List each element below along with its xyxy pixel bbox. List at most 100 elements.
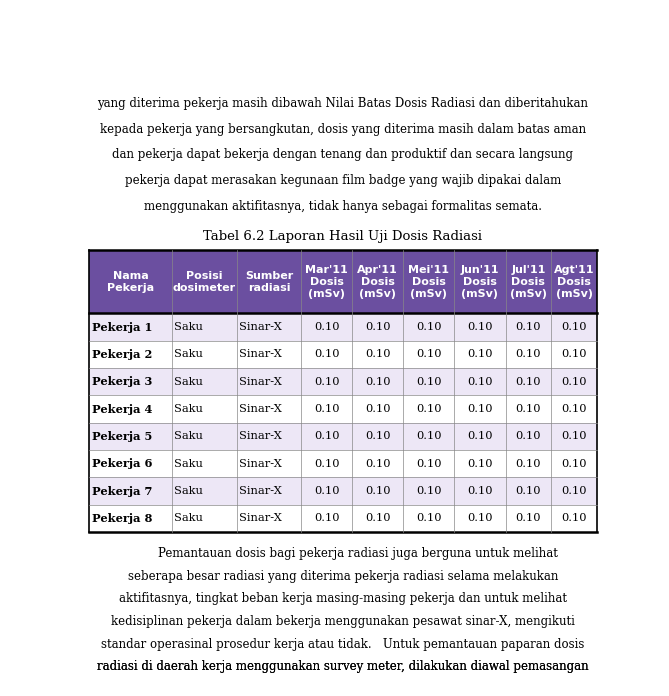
Bar [89, 250, 597, 313]
Text: 0.10: 0.10 [416, 377, 442, 387]
Text: 0.10: 0.10 [516, 349, 541, 359]
Text: 0.10: 0.10 [365, 377, 391, 387]
Text: Posisi
dosimeter: Posisi dosimeter [173, 271, 236, 293]
Text: Pekerja 7: Pekerja 7 [92, 486, 153, 496]
Text: 0.10: 0.10 [314, 404, 339, 414]
Text: Sinar-X: Sinar-X [239, 432, 282, 441]
Text: 0.10: 0.10 [365, 349, 391, 359]
Text: 0.10: 0.10 [416, 432, 442, 441]
Text: 0.10: 0.10 [467, 349, 493, 359]
Text: Sinar-X: Sinar-X [239, 377, 282, 387]
Text: 0.10: 0.10 [467, 486, 493, 496]
Text: 0.10: 0.10 [314, 377, 339, 387]
Text: yang diterima pekerja masih dibawah Nilai Batas Dosis Radiasi dan diberitahukan: yang diterima pekerja masih dibawah Nila… [98, 97, 588, 110]
Text: Sinar-X: Sinar-X [239, 322, 282, 332]
Bar [89, 422, 597, 450]
Text: 0.10: 0.10 [314, 459, 339, 468]
Text: Saku: Saku [174, 432, 203, 441]
Text: Tabel 6.2 Laporan Hasil Uji Dosis Radiasi: Tabel 6.2 Laporan Hasil Uji Dosis Radias… [203, 230, 482, 243]
Text: Pemantauan dosis bagi pekerja radiasi juga berguna untuk melihat: Pemantauan dosis bagi pekerja radiasi ju… [128, 547, 558, 560]
Text: 0.10: 0.10 [516, 459, 541, 468]
Text: 0.10: 0.10 [365, 432, 391, 441]
Text: Jul'11
Dosis
(mSv): Jul'11 Dosis (mSv) [510, 264, 547, 299]
Text: 0.10: 0.10 [365, 459, 391, 468]
Text: Sinar-X: Sinar-X [239, 486, 282, 496]
Text: 0.10: 0.10 [416, 404, 442, 414]
Text: 0.10: 0.10 [467, 459, 493, 468]
Text: 0.10: 0.10 [365, 514, 391, 523]
Bar [89, 313, 597, 341]
Text: 0.10: 0.10 [561, 349, 587, 359]
Bar [89, 368, 597, 395]
Text: 0.10: 0.10 [416, 459, 442, 468]
Text: 0.10: 0.10 [561, 514, 587, 523]
Text: Sinar-X: Sinar-X [239, 404, 282, 414]
Text: Saku: Saku [174, 404, 203, 414]
Text: 0.10: 0.10 [314, 432, 339, 441]
Text: Saku: Saku [174, 459, 203, 468]
Text: 0.10: 0.10 [416, 486, 442, 496]
Text: menggunakan aktifitasnya, tidak hanya sebagai formalitas semata.: menggunakan aktifitasnya, tidak hanya se… [144, 200, 542, 213]
Text: 0.10: 0.10 [516, 404, 541, 414]
Text: Sumber
radiasi: Sumber radiasi [245, 271, 293, 293]
Text: Agt'11
Dosis
(mSv): Agt'11 Dosis (mSv) [554, 264, 594, 299]
Text: 0.10: 0.10 [467, 432, 493, 441]
Text: Pekerja 5: Pekerja 5 [92, 431, 152, 442]
Text: dan pekerja dapat bekerja dengan tenang dan produktif dan secara langsung: dan pekerja dapat bekerja dengan tenang … [112, 148, 573, 161]
Text: Sinar-X: Sinar-X [239, 514, 282, 523]
Text: 0.10: 0.10 [561, 404, 587, 414]
Text: Saku: Saku [174, 514, 203, 523]
Text: 0.10: 0.10 [516, 432, 541, 441]
Text: 0.10: 0.10 [561, 432, 587, 441]
Text: 0.10: 0.10 [516, 322, 541, 332]
Text: Mar'11
Dosis
(mSv): Mar'11 Dosis (mSv) [305, 264, 348, 299]
Text: kedisiplinan pekerja dalam bekerja menggunakan pesawat sinar-X, mengikuti: kedisiplinan pekerja dalam bekerja mengg… [111, 615, 575, 628]
Bar [89, 505, 597, 532]
Text: 0.10: 0.10 [561, 377, 587, 387]
Text: radiasi di daerah kerja menggunakan survey meter, dilakukan diawal pemasangan: radiasi di daerah kerja menggunakan surv… [97, 661, 589, 673]
Text: 0.10: 0.10 [314, 322, 339, 332]
Text: Saku: Saku [174, 322, 203, 332]
Text: 0.10: 0.10 [416, 349, 442, 359]
Text: pekerja dapat merasakan kegunaan film badge yang wajib dipakai dalam: pekerja dapat merasakan kegunaan film ba… [124, 174, 561, 187]
Text: Saku: Saku [174, 377, 203, 387]
Text: 0.10: 0.10 [467, 404, 493, 414]
Bar [89, 450, 597, 477]
Text: 0.10: 0.10 [516, 514, 541, 523]
Text: 0.10: 0.10 [314, 514, 339, 523]
Text: Pekerja 8: Pekerja 8 [92, 513, 153, 524]
Text: 0.10: 0.10 [516, 486, 541, 496]
Text: Saku: Saku [174, 486, 203, 496]
Bar [89, 395, 597, 422]
Text: Sinar-X: Sinar-X [239, 459, 282, 468]
Bar [89, 341, 597, 368]
Text: 0.10: 0.10 [314, 486, 339, 496]
Text: 0.10: 0.10 [467, 377, 493, 387]
Text: 0.10: 0.10 [467, 514, 493, 523]
Text: Pekerja 4: Pekerja 4 [92, 404, 153, 415]
Text: 0.10: 0.10 [416, 322, 442, 332]
Text: Jun'11
Dosis
(mSv): Jun'11 Dosis (mSv) [461, 264, 499, 299]
Text: seberapa besar radiasi yang diterima pekerja radiasi selama melakukan: seberapa besar radiasi yang diterima pek… [128, 570, 558, 583]
Text: Nama
Pekerja: Nama Pekerja [107, 271, 154, 293]
Text: 0.10: 0.10 [365, 486, 391, 496]
Text: Mei'11
Dosis
(mSv): Mei'11 Dosis (mSv) [408, 264, 450, 299]
Text: 0.10: 0.10 [467, 322, 493, 332]
Text: Pekerja 2: Pekerja 2 [92, 349, 153, 360]
Text: aktifitasnya, tingkat beban kerja masing-masing pekerja dan untuk melihat: aktifitasnya, tingkat beban kerja masing… [119, 592, 567, 606]
Text: standar operasinal prosedur kerja atau tidak.   Untuk pemantauan paparan dosis: standar operasinal prosedur kerja atau t… [101, 638, 585, 651]
Text: 0.10: 0.10 [561, 486, 587, 496]
Text: 0.10: 0.10 [561, 322, 587, 332]
Bar [89, 477, 597, 505]
Text: 0.10: 0.10 [416, 514, 442, 523]
Text: 0.10: 0.10 [314, 349, 339, 359]
Text: radiasi di daerah kerja menggunakan survey meter, dilakukan diawal pemasangan: radiasi di daerah kerja menggunakan surv… [97, 661, 589, 673]
Text: Pekerja 6: Pekerja 6 [92, 458, 153, 469]
Text: Saku: Saku [174, 349, 203, 359]
Text: 0.10: 0.10 [561, 459, 587, 468]
Text: 0.10: 0.10 [365, 404, 391, 414]
Text: kepada pekerja yang bersangkutan, dosis yang diterima masih dalam batas aman: kepada pekerja yang bersangkutan, dosis … [100, 122, 586, 136]
Text: 0.10: 0.10 [516, 377, 541, 387]
Text: 0.10: 0.10 [365, 322, 391, 332]
Text: Pekerja 3: Pekerja 3 [92, 377, 153, 387]
